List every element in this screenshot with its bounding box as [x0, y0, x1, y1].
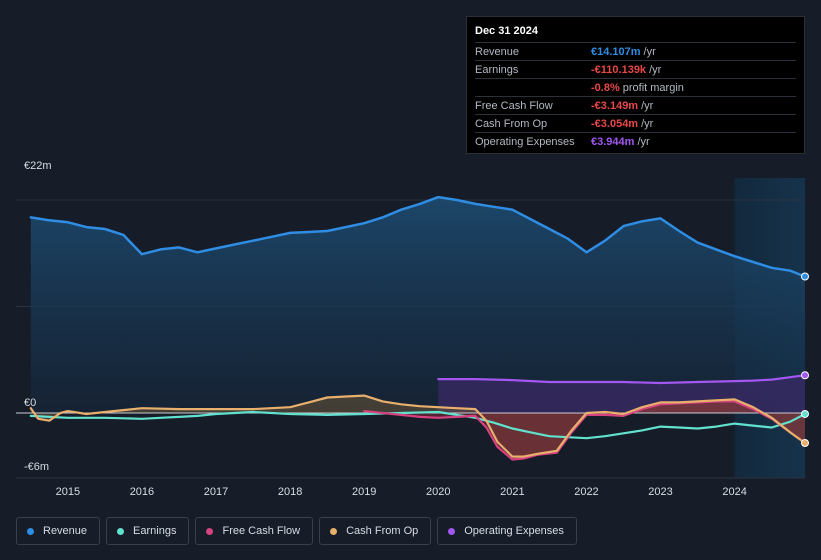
legend-label: Earnings	[133, 525, 177, 537]
tooltip-row-unit: profit margin	[622, 81, 684, 94]
legend-dot-icon	[117, 527, 125, 535]
earnings-line	[29, 410, 807, 440]
x-tick-label: 2019	[352, 486, 376, 498]
cash-from-op-area	[30, 395, 806, 457]
x-tick-label: 2017	[204, 486, 228, 498]
tooltip-row: -0.8% profit margin	[475, 78, 796, 96]
x-tick-label: 2020	[426, 486, 450, 498]
legend-label: Revenue	[43, 525, 88, 537]
tooltip-row-value: €14.107m	[591, 45, 641, 58]
tooltip-row-value: -€3.149m	[591, 99, 639, 112]
tooltip-row: Free Cash Flow -€3.149m/yr	[475, 96, 796, 114]
legend-dot-icon	[27, 527, 34, 535]
operating-expenses-line	[437, 374, 807, 385]
tooltip-row-value: -€3.054m	[591, 117, 639, 130]
legend: Revenue Earnings Free Cash Flow Cash From O…	[16, 517, 577, 545]
y-tick-label: €22m	[24, 160, 52, 172]
tooltip-panel: Dec 31 2024 Revenue €14.107m/yr Earnings -€…	[466, 16, 805, 154]
revenue-end-point	[801, 272, 809, 281]
cash-from-op-end-point	[801, 439, 809, 448]
cash-from-op-line	[29, 394, 807, 458]
tooltip-row-unit: /yr	[643, 45, 656, 58]
free-cash-flow-line	[363, 400, 807, 461]
legend-item-free-cash-flow[interactable]: Free Cash Flow	[195, 517, 314, 545]
legend-label: Operating Expenses	[464, 525, 564, 537]
tooltip-row-label: Operating Expenses	[475, 135, 575, 148]
tooltip-row-unit: /yr	[641, 117, 654, 130]
legend-label: Cash From Op	[346, 525, 419, 537]
legend-item-earnings[interactable]: Earnings	[106, 517, 190, 545]
legend-dot-icon	[330, 527, 338, 535]
x-tick-label: 2022	[574, 486, 598, 498]
tooltip-row-unit: /yr	[641, 99, 654, 112]
operating-expenses-end-point	[801, 371, 809, 380]
tooltip-row-label: Earnings	[475, 63, 519, 76]
tooltip-row: Earnings -€110.139k/yr	[475, 60, 796, 78]
x-tick-label: 2015	[56, 486, 80, 498]
x-tick-label: 2016	[130, 486, 154, 498]
legend-item-cash-from-op[interactable]: Cash From Op	[319, 517, 432, 545]
tooltip-row-label: Cash From Op	[475, 117, 548, 130]
legend-item-revenue[interactable]: Revenue	[16, 517, 101, 545]
tooltip-row-value: €3.944m	[591, 135, 635, 148]
tooltip-row-unit: /yr	[649, 63, 662, 76]
tooltip-row: Revenue €14.107m/yr	[475, 42, 796, 60]
tooltip-row-value: -€110.139k	[591, 63, 647, 76]
revenue-line	[29, 195, 807, 278]
tooltip-row-unit: /yr	[637, 135, 650, 148]
tooltip-row-value: -0.8%	[591, 81, 620, 94]
y-tick-label: -€6m	[24, 461, 49, 473]
tooltip-row: Cash From Op -€3.054m/yr	[475, 114, 796, 132]
legend-label: Free Cash Flow	[222, 525, 301, 537]
tooltip-row-label: Revenue	[475, 45, 520, 58]
legend-item-operating-expenses[interactable]: Operating Expenses	[437, 517, 577, 545]
legend-dot-icon	[448, 527, 456, 535]
x-tick-label: 2023	[648, 486, 672, 498]
x-tick-label: 2024	[722, 486, 746, 498]
legend-dot-icon	[206, 527, 214, 535]
x-tick-label: 2018	[278, 486, 302, 498]
tooltip-date: Dec 31 2024	[475, 25, 538, 37]
tooltip-row: Operating Expenses €3.944m/yr	[475, 132, 796, 150]
x-tick-label: 2021	[500, 486, 524, 498]
earnings-end-point	[801, 409, 809, 418]
tooltip-row-label: Free Cash Flow	[475, 99, 553, 112]
y-tick-label: €0	[24, 397, 36, 409]
revenue-area	[30, 197, 806, 413]
